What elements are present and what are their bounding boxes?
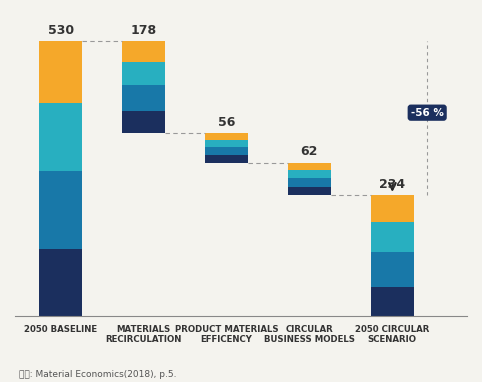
- Text: -56 %: -56 %: [411, 108, 443, 118]
- Bar: [205, 140, 248, 147]
- Bar: [371, 252, 414, 286]
- Bar: [371, 195, 414, 222]
- Text: 자료: Material Economics(2018), p.5.: 자료: Material Economics(2018), p.5.: [19, 370, 177, 379]
- Bar: [288, 163, 331, 170]
- Bar: [205, 133, 248, 140]
- Bar: [39, 41, 82, 104]
- Bar: [205, 147, 248, 155]
- Text: 178: 178: [131, 24, 157, 37]
- Bar: [122, 41, 165, 62]
- Bar: [122, 111, 165, 133]
- Text: 234: 234: [379, 178, 405, 191]
- Bar: [288, 178, 331, 187]
- Bar: [371, 286, 414, 316]
- Bar: [205, 155, 248, 163]
- Bar: [288, 170, 331, 178]
- Bar: [288, 187, 331, 195]
- Bar: [39, 104, 82, 171]
- Text: 62: 62: [301, 146, 318, 159]
- Bar: [122, 85, 165, 111]
- Text: 56: 56: [218, 116, 235, 129]
- Text: 530: 530: [48, 24, 74, 37]
- Bar: [39, 171, 82, 249]
- Bar: [371, 222, 414, 252]
- Bar: [39, 249, 82, 316]
- Bar: [122, 62, 165, 85]
